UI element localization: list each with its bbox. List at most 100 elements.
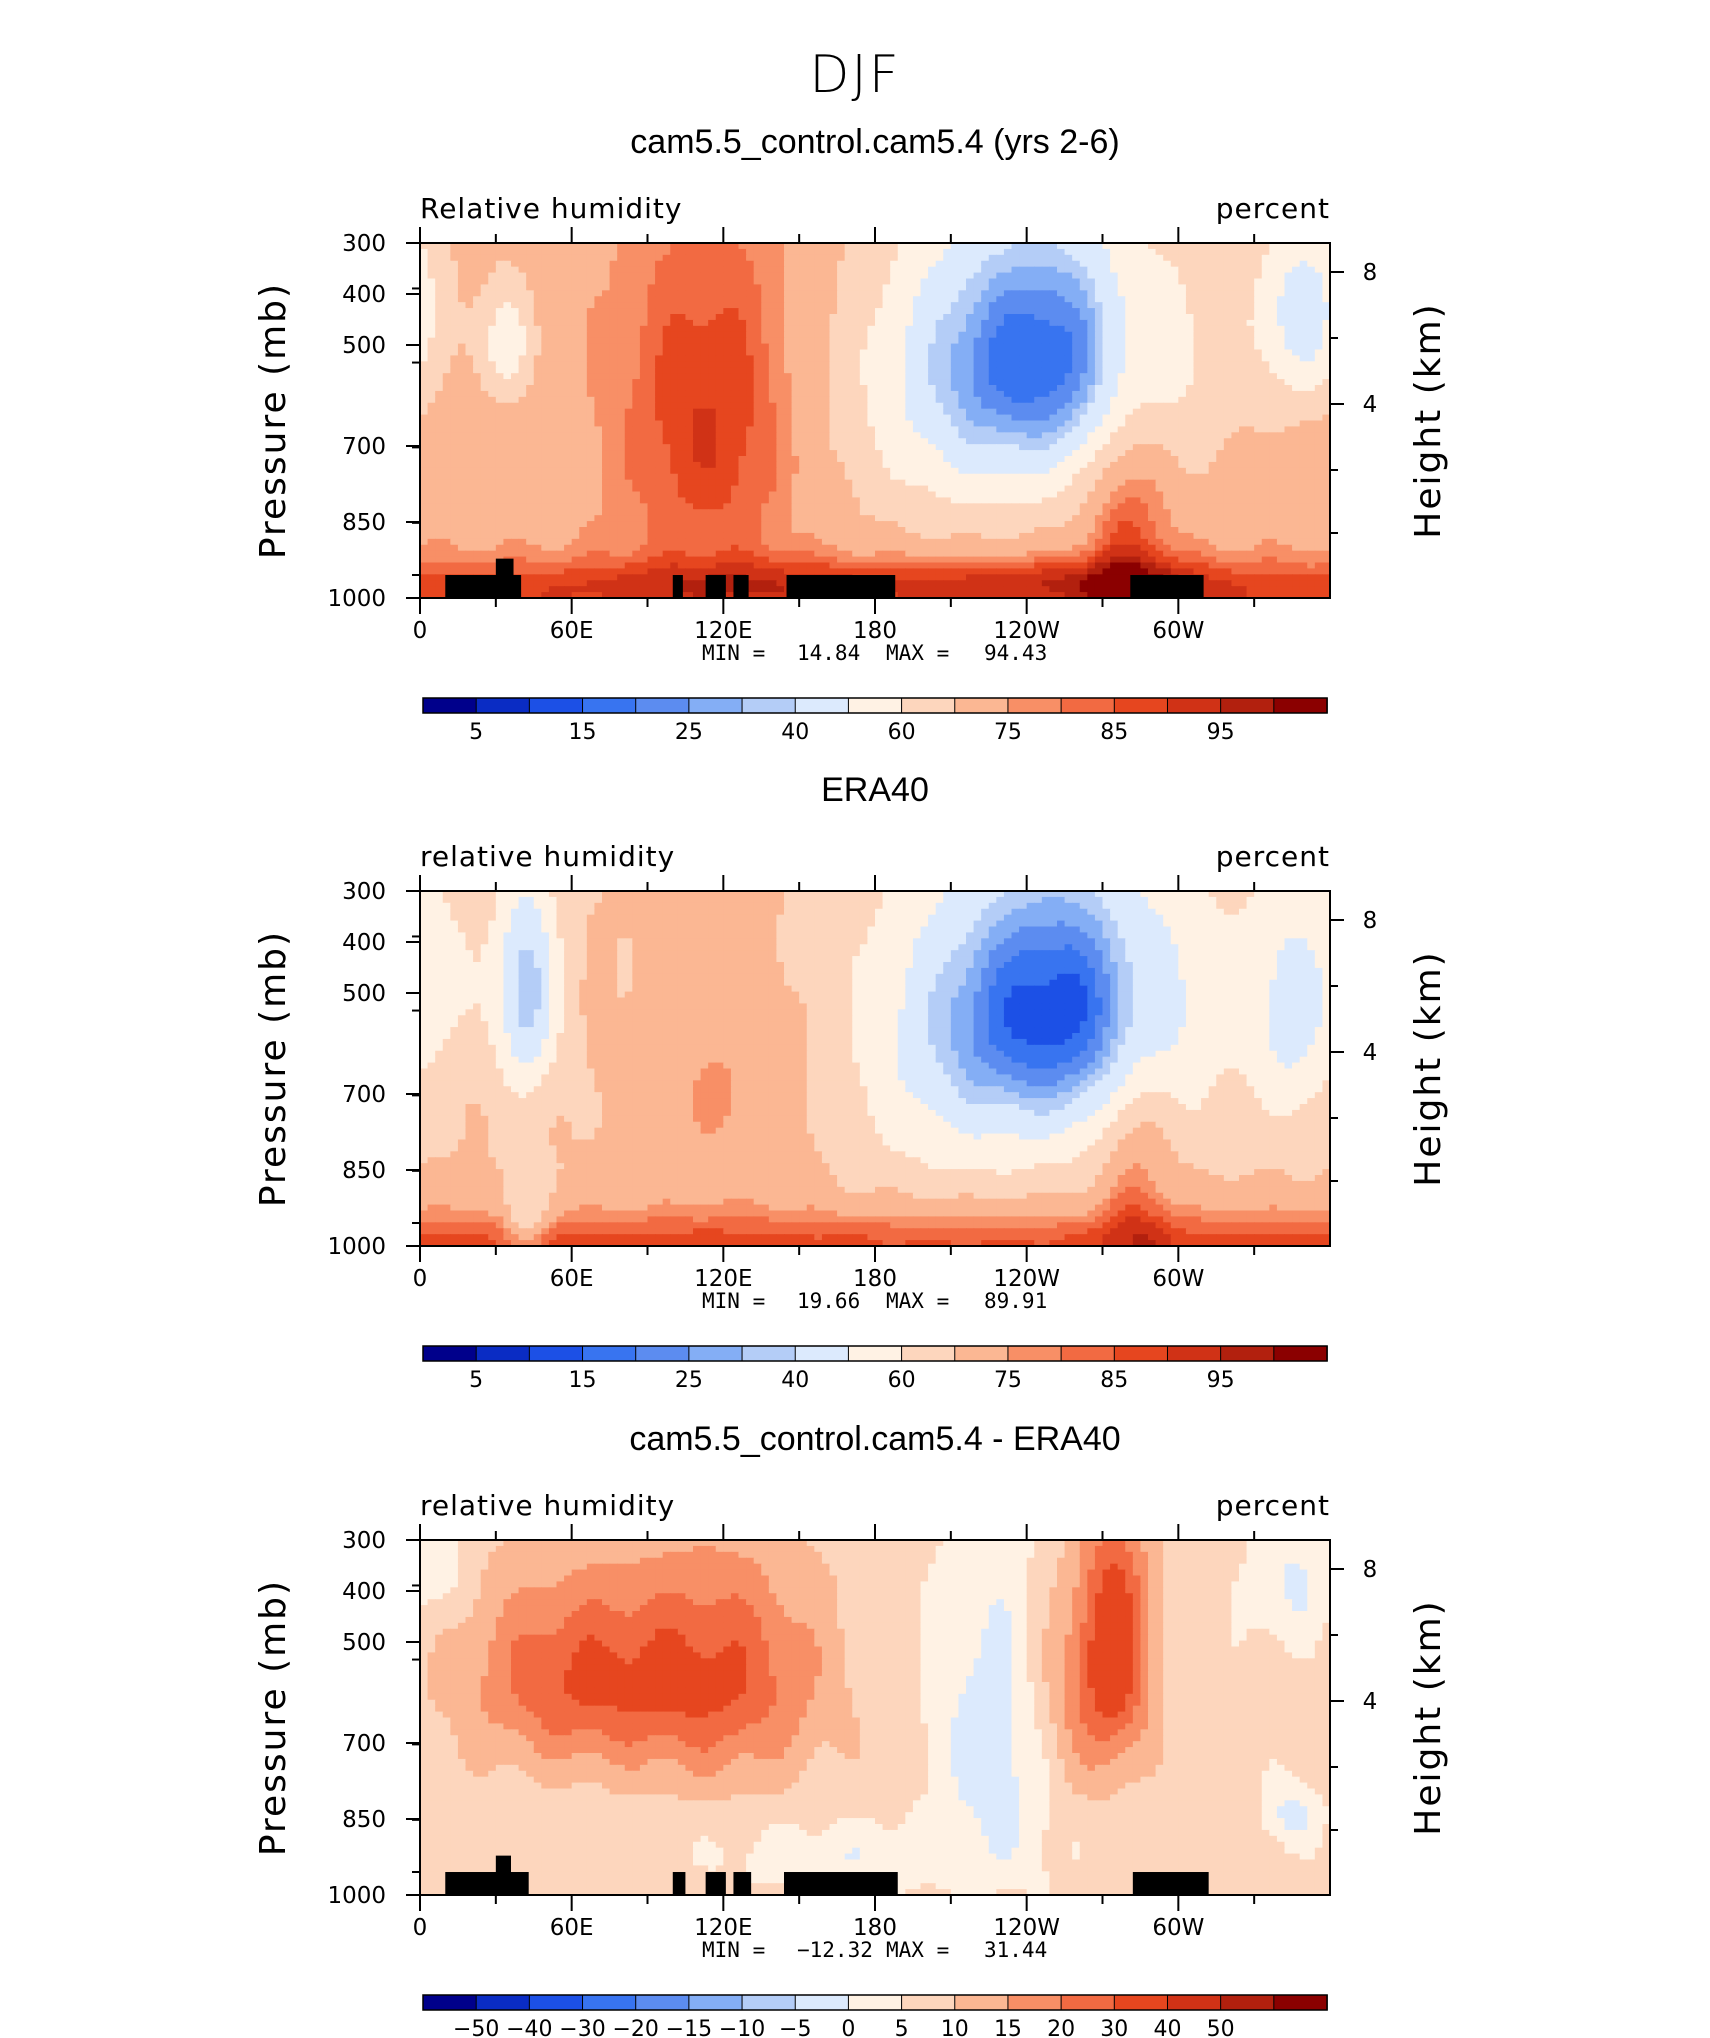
contour-cell: [1079, 308, 1088, 315]
contour-cell: [981, 420, 990, 428]
contour-cell: [693, 390, 702, 398]
contour-cell: [533, 355, 542, 362]
contour-cell: [875, 385, 884, 392]
contour-cell: [852, 390, 861, 398]
contour-cell: [1216, 361, 1225, 368]
contour-cell: [1034, 325, 1043, 333]
contour-cell: [996, 314, 1005, 321]
contour-cell: [1178, 402, 1187, 410]
contour-cell: [1003, 361, 1013, 368]
contour-cell: [730, 479, 740, 487]
contour-cell: [799, 337, 808, 345]
contour-cell: [708, 248, 717, 256]
contour-cell: [1307, 450, 1316, 457]
contour-cell: [761, 479, 770, 487]
contour-cell: [950, 396, 960, 404]
contour-cell: [1208, 343, 1217, 351]
contour-cell: [556, 379, 565, 386]
contour-cell: [996, 325, 1005, 333]
contour-cell: [1132, 373, 1142, 380]
contour-cell: [875, 260, 884, 268]
contour-cell: [768, 438, 778, 445]
contour-cell: [1239, 385, 1248, 392]
contour-cell: [1269, 456, 1278, 463]
contour-cell: [761, 461, 770, 469]
contour-cell: [912, 319, 922, 327]
contour-cell: [1140, 461, 1149, 469]
contour-cell: [617, 385, 626, 392]
contour-cell: [1254, 426, 1263, 433]
contour-cell: [829, 373, 838, 380]
contour-cell: [465, 444, 474, 451]
contour-cell: [852, 420, 861, 428]
contour-cell: [799, 456, 808, 463]
contour-cell: [1299, 325, 1308, 333]
contour-cell: [677, 408, 687, 416]
contour-cell: [1193, 278, 1202, 286]
contour-cell: [465, 361, 474, 368]
contour-cell: [1307, 461, 1316, 469]
contour-cell: [784, 254, 793, 262]
contour-cell: [715, 414, 724, 422]
contour-cell: [609, 479, 618, 487]
contour-cell: [602, 390, 611, 398]
contour-cell: [1057, 426, 1066, 433]
contour-cell: [579, 379, 588, 386]
contour-cell: [473, 243, 482, 250]
contour-cell: [670, 290, 679, 297]
contour-cell: [465, 337, 474, 345]
contour-cell: [1208, 284, 1217, 291]
contour-cell: [1087, 461, 1096, 469]
contour-cell: [875, 314, 884, 321]
contour-cell: [1102, 438, 1111, 445]
contour-cell: [639, 473, 649, 481]
contour-cell: [1185, 308, 1195, 315]
contour-cell: [1011, 248, 1020, 256]
contour-cell: [700, 314, 709, 321]
contour-cell: [753, 290, 762, 297]
contour-cell: [844, 414, 853, 422]
contour-cell: [1079, 296, 1088, 303]
contour-cell: [867, 260, 876, 268]
contour-cell: [495, 361, 505, 368]
contour-cell: [799, 343, 808, 351]
contour-cell: [488, 343, 497, 351]
contour-cell: [1072, 278, 1081, 286]
contour-cell: [1193, 290, 1202, 297]
contour-cell: [821, 243, 831, 250]
contour-cell: [1246, 254, 1255, 262]
contour-cell: [799, 278, 808, 286]
contour-cell: [837, 367, 846, 374]
contour-cell: [647, 456, 656, 463]
contour-cell: [837, 290, 846, 297]
contour-cell: [617, 402, 626, 410]
contour-cell: [973, 349, 982, 357]
contour-cell: [723, 243, 732, 250]
contour-cell: [791, 379, 800, 386]
contour-cell: [1125, 390, 1134, 398]
contour-cell: [503, 254, 512, 262]
contour-cell: [1269, 349, 1278, 357]
contour-cell: [526, 456, 535, 463]
contour-cell: [495, 390, 505, 398]
contour-cell: [564, 343, 573, 351]
contour-cell: [480, 367, 489, 374]
contour-cell: [457, 461, 467, 469]
contour-cell: [1223, 308, 1233, 315]
contour-cell: [1011, 444, 1020, 451]
contour-cell: [730, 260, 740, 268]
contour-cell: [875, 426, 884, 433]
contour-cell: [996, 337, 1005, 345]
contour-cell: [579, 272, 588, 280]
contour-cell: [632, 266, 641, 274]
contour-cell: [1178, 254, 1187, 262]
contour-cell: [586, 331, 596, 339]
contour-cell: [420, 467, 429, 475]
contour-cell: [776, 367, 785, 374]
figure-title: DJF: [809, 45, 900, 105]
contour-cell: [1322, 314, 1331, 321]
contour-cell: [1239, 379, 1248, 386]
contour-cell: [988, 379, 997, 386]
contour-cell: [594, 349, 603, 357]
contour-cell: [708, 243, 717, 250]
